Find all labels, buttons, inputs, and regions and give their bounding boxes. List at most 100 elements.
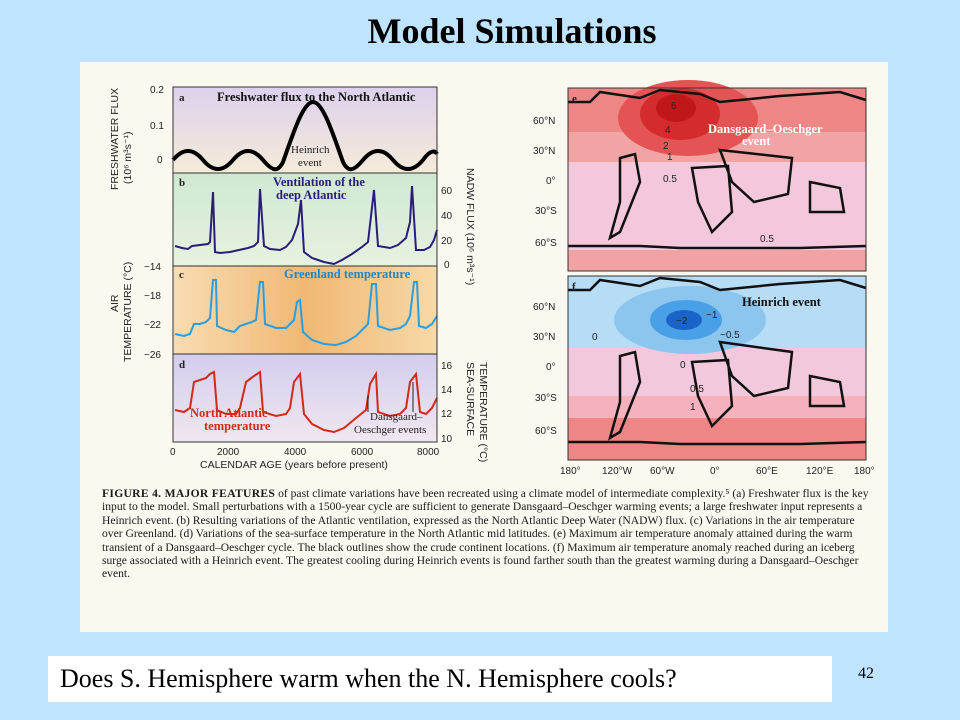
ytick-a-1: 0.2: [150, 85, 164, 96]
contour-f-5: 0: [680, 360, 686, 371]
do-events-label-1: Dansgaard–: [370, 411, 423, 423]
panel-d-letter: d: [179, 359, 185, 371]
caption-lead: FIGURE 4. MAJOR FEATURES: [102, 487, 276, 500]
ytick-d-3: 12: [441, 409, 453, 420]
panel-e-title-2: event: [742, 134, 771, 148]
contour-e-3: 2: [663, 141, 669, 152]
lon-1: 180°: [560, 466, 581, 477]
contour-f-3: −0.5: [720, 330, 740, 341]
caption-text: of past climate variations have been rec…: [102, 487, 869, 581]
ytick-b-3: 20: [441, 236, 453, 247]
lat-f-2: 30°N: [533, 332, 555, 343]
panel-c: c Greenland temperature: [173, 266, 438, 354]
ylabel-freshwater-1: FRESHWATER FLUX: [109, 88, 121, 190]
contour-e-5: 0.5: [663, 174, 677, 185]
panel-b-title-1: Ventilation of the: [273, 175, 365, 189]
left-axis-ticks: 0.2 0.1 0 −14 −18 −22 −26: [144, 85, 164, 361]
figure-caption: FIGURE 4. MAJOR FEATURES of past climate…: [102, 487, 872, 581]
ylabel-sst-2: TEMPERATURE (°C): [477, 362, 489, 462]
panel-f-letter: f: [572, 281, 576, 293]
lat-e-3: 0°: [546, 176, 556, 187]
lat-f-3: 0°: [546, 362, 556, 373]
panel-d-title-2: temperature: [204, 419, 271, 433]
lat-f-4: 30°S: [535, 393, 557, 404]
ytick-c-1: −14: [144, 262, 161, 273]
nadw-flux-curve: [174, 185, 438, 266]
heinrich-label-2: event: [298, 157, 322, 169]
panel-b-letter: b: [179, 177, 185, 189]
ytick-c-2: −18: [144, 291, 161, 302]
ylabel-air-1: AIR: [109, 294, 121, 312]
lon-3: 60°W: [650, 466, 675, 477]
contour-e-1: 6: [671, 101, 677, 112]
lon-5: 60°E: [756, 466, 778, 477]
ytick-d-1: 16: [441, 361, 453, 372]
panel-d-title-1: North Atlantic: [190, 406, 268, 420]
lat-f-5: 60°S: [535, 426, 557, 437]
xtick-4: 6000: [351, 447, 374, 458]
lon-6: 120°E: [806, 466, 834, 477]
ylabel-freshwater-2: (10⁶ m³s⁻¹): [122, 132, 134, 184]
ytick-b-1: 60: [441, 186, 453, 197]
freshwater-flux-curve: [171, 99, 439, 172]
greenland-temperature-curve: [174, 279, 438, 347]
page-number: 42: [858, 665, 874, 682]
panel-c-letter: c: [179, 269, 184, 281]
xtick-3: 4000: [284, 447, 307, 458]
ylabel-air-2: TEMPERATURE (°C): [122, 262, 134, 362]
contour-f-1: −2: [676, 316, 688, 327]
panel-b-title-2: deep Atlantic: [276, 188, 347, 202]
contour-e-4: 1: [667, 152, 673, 163]
ylabel-nadw: NADW FLUX (10⁶ m³s⁻¹): [464, 168, 476, 285]
lon-7: 180°: [854, 466, 875, 477]
lat-e-2: 30°N: [533, 146, 555, 157]
question-box: Does S. Hemisphere warm when the N. Hemi…: [48, 656, 832, 702]
lon-4: 0°: [710, 466, 720, 477]
heinrich-label-1: Heinrich: [291, 144, 330, 156]
xtick-1: 0: [170, 447, 176, 458]
contour-e-2: 4: [665, 125, 671, 136]
lat-e-1: 60°N: [533, 116, 555, 127]
longitude-ticks: 180° 120°W 60°W 0° 60°E 120°E 180°: [560, 466, 875, 477]
panel-d: d North Atlantic temperature Dansgaard– …: [173, 354, 438, 442]
panel-c-title: Greenland temperature: [284, 267, 411, 281]
contour-f-4: 0: [592, 332, 598, 343]
xtick-5: 8000: [417, 447, 440, 458]
ytick-b-2: 40: [441, 211, 453, 222]
right-axis-ticks: 60 40 20 0 16 14 12 10: [441, 186, 453, 445]
panel-a: a Freshwater flux to the North Atlantic …: [171, 87, 439, 173]
ytick-a-2: 0.1: [150, 121, 164, 132]
slide-title: Model Simulations: [367, 11, 657, 51]
x-axis-label: CALENDAR AGE (years before present): [200, 459, 388, 471]
contour-f-6: 0.5: [690, 384, 704, 395]
contour-e-6: 0.5: [760, 234, 774, 245]
ytick-b-4: 0: [444, 260, 450, 271]
panel-e-title-1: Dansgaard–Oeschger: [708, 122, 823, 136]
contour-f-2: −1: [706, 310, 718, 321]
map-panel-e: e Dansgaard–Oeschger event 6 4 2 1 0.5 0…: [568, 80, 867, 271]
ytick-d-2: 14: [441, 385, 453, 396]
latitude-ticks: 60°N 30°N 0° 30°S 60°S 60°N 30°N 0° 30°S…: [533, 116, 557, 437]
contour-f-7: 1: [690, 402, 696, 413]
map-panel-f: f Heinrich event −2 −1 −0.5 0 0 0.5 1: [568, 276, 867, 460]
do-events-label-2: Oeschger events: [354, 424, 426, 436]
xtick-2: 2000: [217, 447, 240, 458]
north-atlantic-temperature-curve: [174, 370, 438, 434]
ylabel-sst-1: SEA-SURFACE: [464, 362, 476, 436]
ytick-c-3: −22: [144, 320, 161, 331]
lat-f-1: 60°N: [533, 302, 555, 313]
lon-2: 120°W: [602, 466, 633, 477]
ytick-c-4: −26: [144, 350, 161, 361]
panel-e-letter: e: [572, 93, 577, 105]
x-axis: 0 2000 4000 6000 8000 CALENDAR AGE (year…: [170, 447, 440, 471]
ytick-d-4: 10: [441, 434, 453, 445]
lat-e-5: 60°S: [535, 238, 557, 249]
scanned-figure: a Freshwater flux to the North Atlantic …: [80, 62, 888, 632]
panel-a-letter: a: [179, 92, 185, 104]
figure-graphic: a Freshwater flux to the North Atlantic …: [109, 80, 875, 477]
panel-b: b Ventilation of the deep Atlantic: [173, 173, 438, 266]
ytick-a-3: 0: [157, 155, 163, 166]
panel-a-title: Freshwater flux to the North Atlantic: [217, 90, 416, 104]
lat-e-4: 30°S: [535, 206, 557, 217]
panel-f-title: Heinrich event: [742, 295, 822, 309]
